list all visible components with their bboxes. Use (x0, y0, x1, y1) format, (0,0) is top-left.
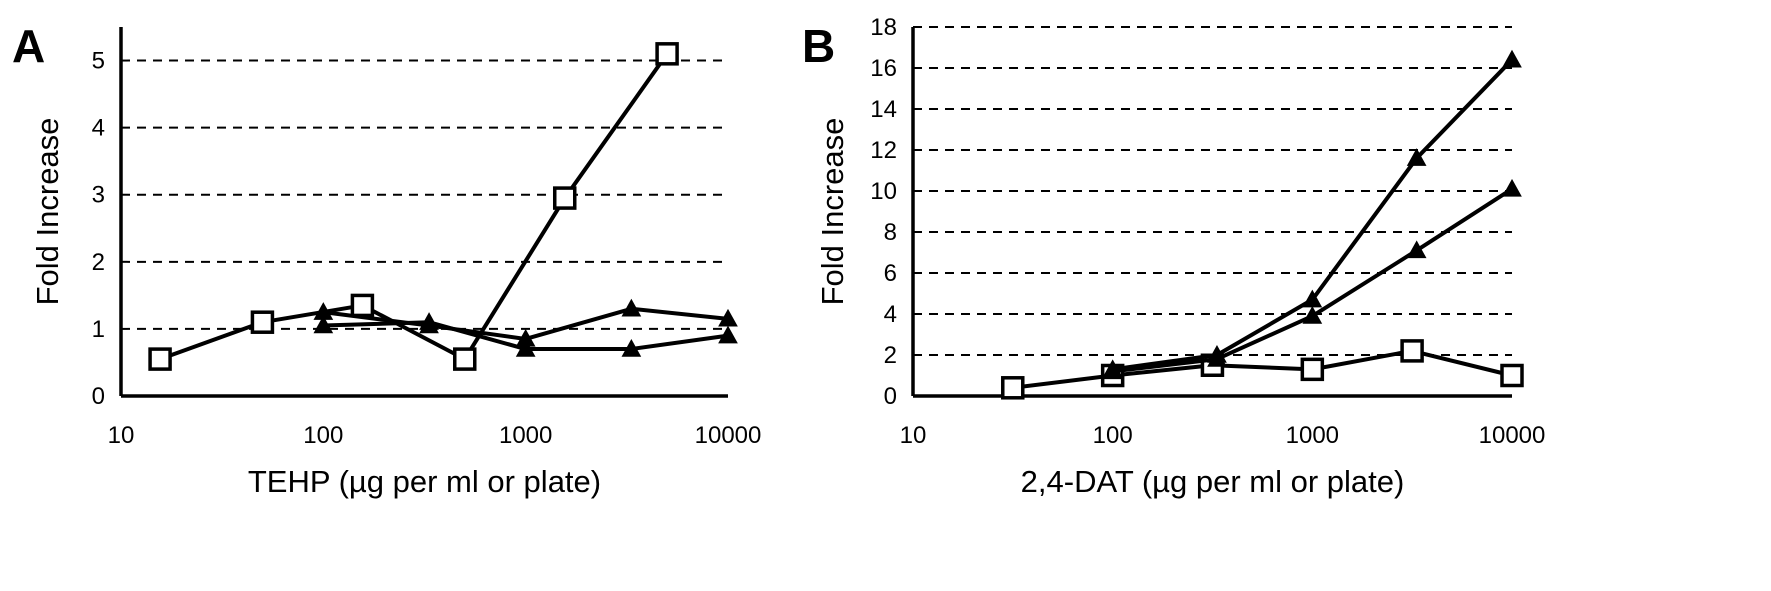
y-tick-label: 3 (92, 182, 105, 209)
panel-b: 0 2 4 6 8 10 12 14 16 18 10 100 1000 10000 2,4-DAT (µg… (802, 14, 1545, 499)
data-point-square (655, 42, 679, 66)
data-point-triangle (1502, 49, 1522, 68)
y-tick-label: 8 (884, 219, 897, 246)
data-point-triangle (621, 339, 642, 357)
data-point-square (148, 347, 172, 371)
data-point-triangle (1207, 349, 1227, 367)
y-tick-label: 5 (92, 48, 105, 75)
data-point-square (453, 347, 477, 371)
data-point-square (250, 310, 275, 334)
y-axis-title: Fold Increase (815, 118, 850, 306)
panel-label: B (802, 20, 835, 72)
y-tick-label: 6 (884, 260, 897, 287)
y-tick-label: 1 (92, 316, 105, 343)
y-axis-title: Fold Increase (30, 118, 65, 306)
y-tick-label: 10 (870, 178, 897, 205)
y-tick-label: 16 (870, 55, 897, 82)
x-axis-title: TEHP (µg per ml or plate) (248, 464, 601, 499)
x-tick-label: 10 (108, 422, 135, 449)
data-point-triangle (718, 325, 738, 344)
data-point-square (1400, 339, 1424, 363)
x-tick-label: 10 (900, 422, 927, 449)
data-point-triangle (1406, 148, 1427, 166)
x-tick-label: 1000 (499, 422, 552, 449)
data-point-square (1001, 376, 1025, 400)
y-tick-label: 2 (92, 249, 105, 276)
data-point-square (1500, 363, 1524, 388)
x-tick-label: 1000 (1286, 422, 1339, 449)
y-tick-label: 4 (884, 301, 897, 328)
x-tick-label: 100 (1093, 422, 1133, 449)
panel-label: A (12, 20, 45, 72)
y-tick-label: 0 (92, 383, 105, 410)
data-point-square (552, 186, 577, 210)
series-line (1112, 187, 1514, 374)
x-tick-label: 10000 (1479, 422, 1546, 449)
data-point-square (1300, 357, 1325, 382)
data-point-triangle (313, 315, 334, 334)
data-point-triangle (515, 339, 536, 357)
y-tick-label: 0 (884, 383, 897, 410)
y-tick-label: 18 (870, 14, 897, 41)
data-point-triangle (1302, 306, 1323, 324)
x-tick-label: 10000 (695, 422, 762, 449)
data-point-triangle (419, 312, 439, 330)
panel-a: 0 1 2 3 4 5 10 100 1000 10000 TEHP (µg per ml or p… (12, 20, 761, 499)
data-point-triangle (1102, 361, 1123, 380)
x-tick-label: 100 (303, 422, 343, 449)
y-tick-label: 4 (92, 115, 105, 142)
x-axis-title: 2,4-DAT (µg per ml or plate) (1021, 464, 1405, 499)
data-point-triangle (621, 298, 642, 317)
series-line (1012, 348, 1513, 390)
y-tick-label: 12 (870, 137, 897, 164)
series-line (159, 52, 669, 362)
data-point-triangle (1406, 240, 1427, 259)
data-point-triangle (1502, 178, 1522, 197)
y-tick-label: 14 (870, 96, 897, 123)
y-tick-label: 2 (884, 342, 897, 369)
data-point-square (350, 293, 375, 318)
